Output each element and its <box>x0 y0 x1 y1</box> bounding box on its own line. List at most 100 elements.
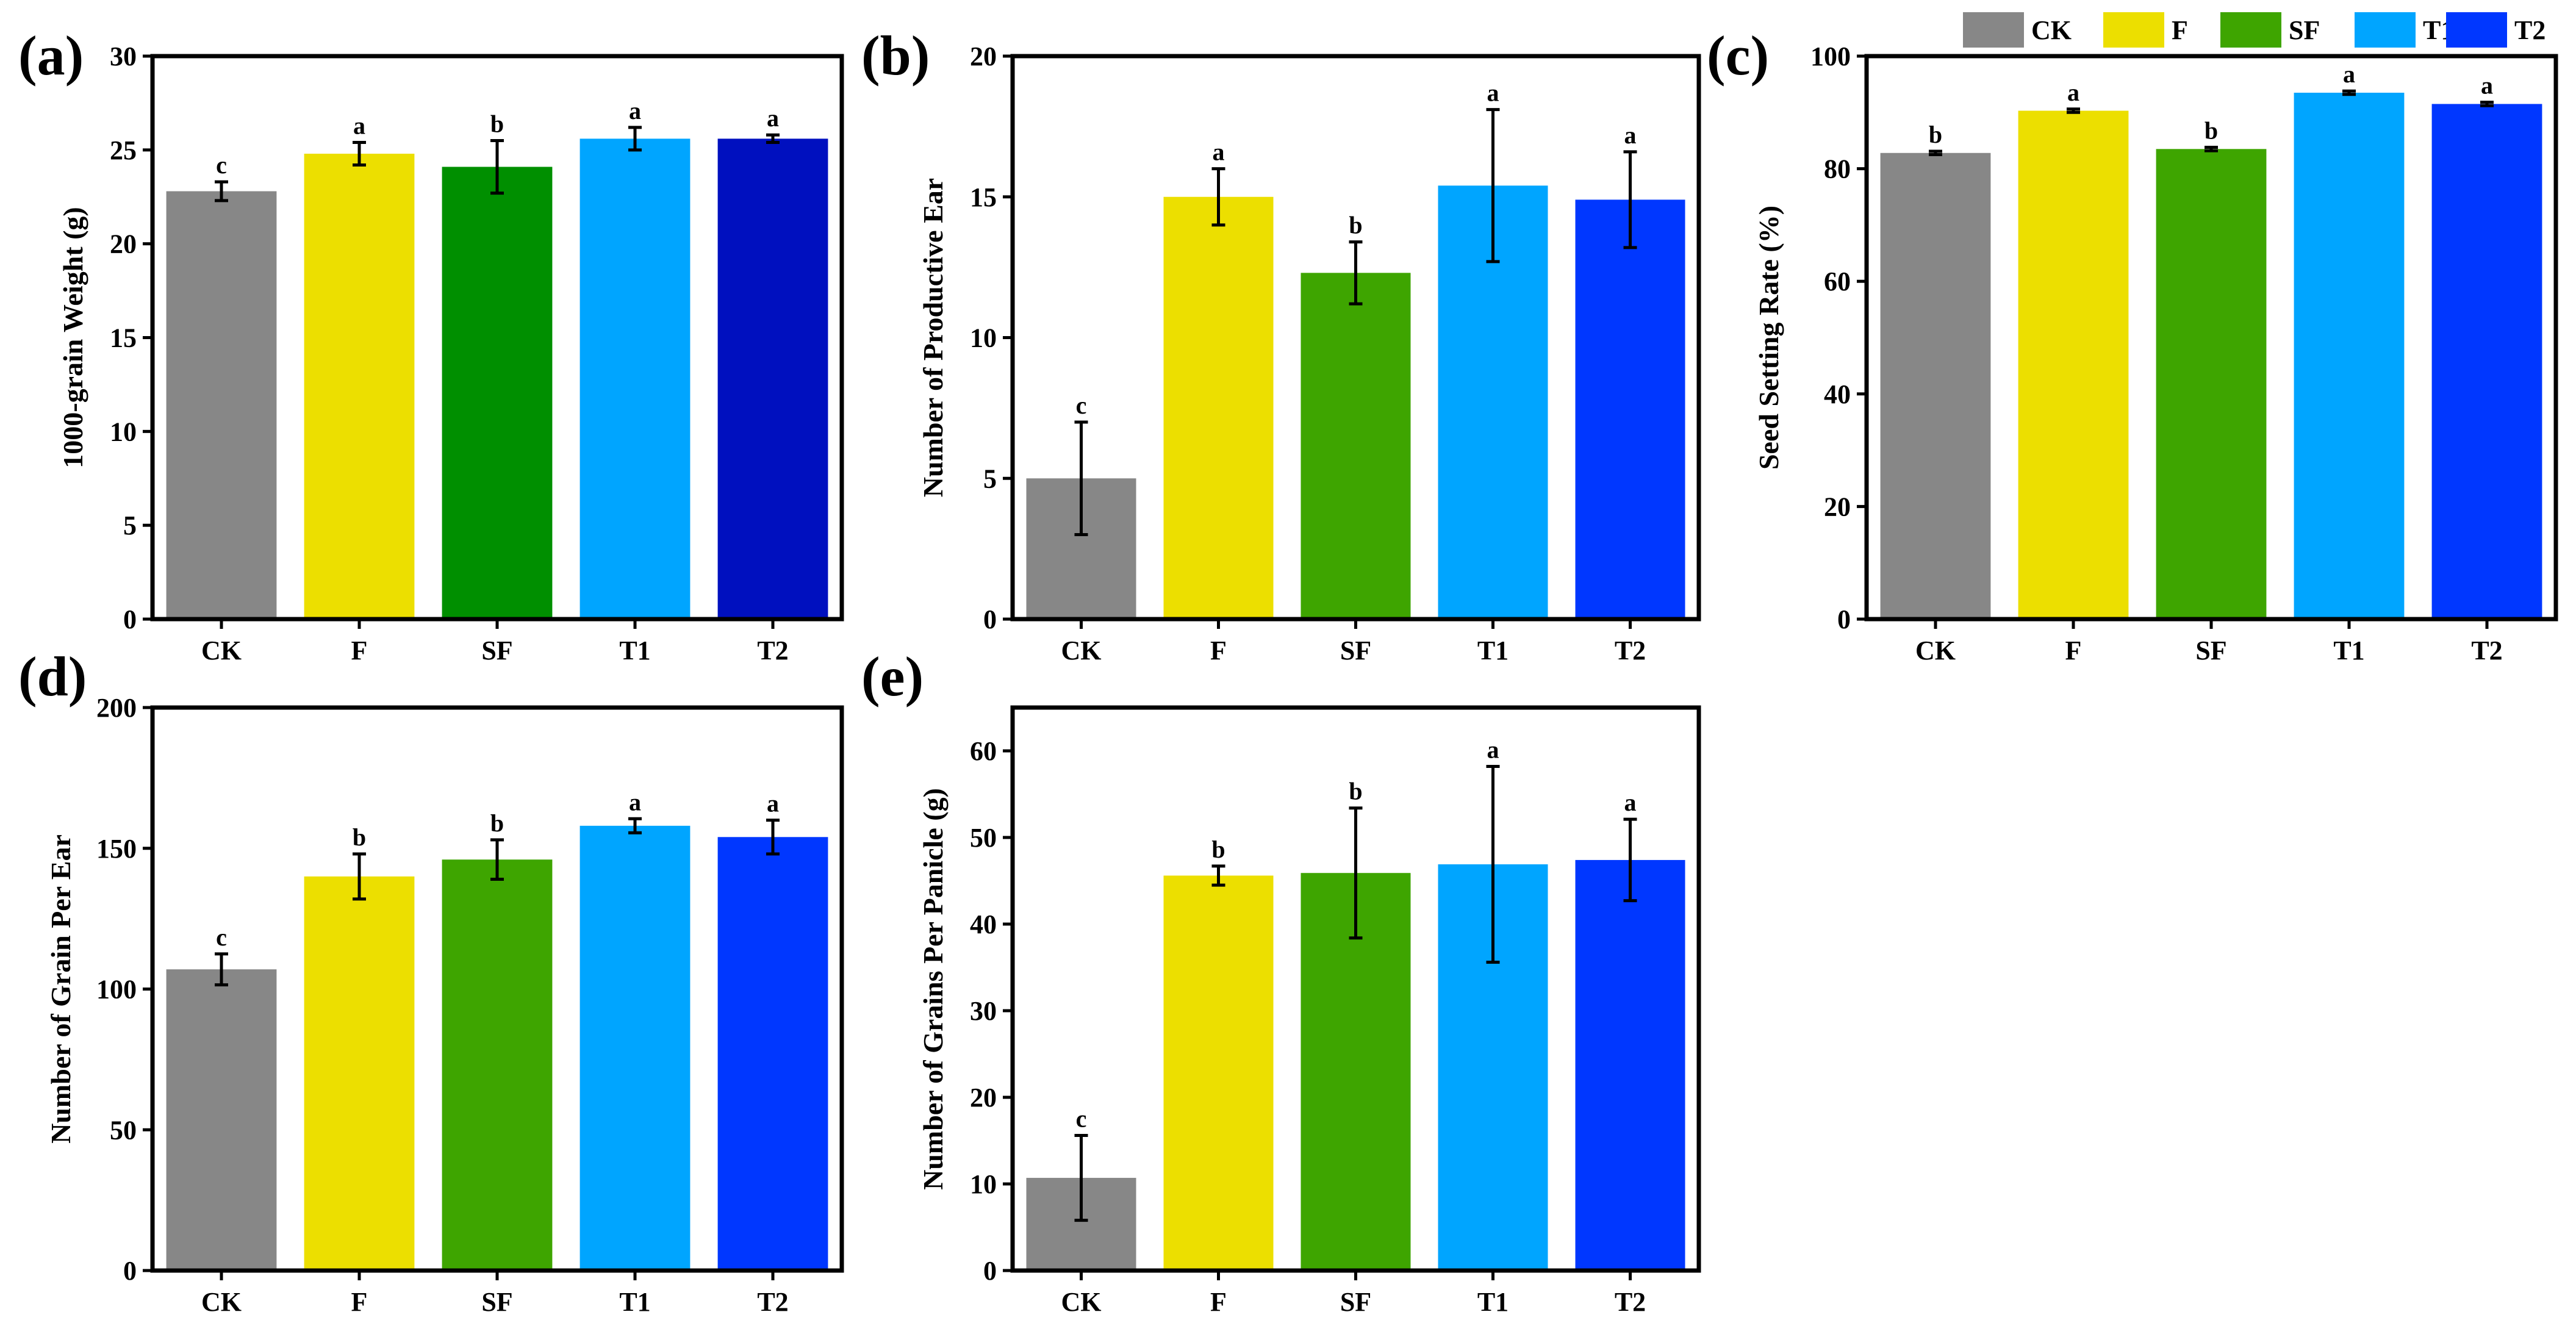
legend-swatch <box>2446 12 2507 48</box>
significance-label: c <box>1076 392 1087 419</box>
legend-label: CK <box>2031 15 2072 45</box>
y-axis-label: 1000-grain Weight (g) <box>57 207 88 468</box>
x-tick-label: F <box>2065 636 2082 665</box>
panel-label: (d) <box>18 645 87 708</box>
y-tick-label: 60 <box>1824 267 1851 296</box>
x-tick-label: CK <box>1915 636 1956 665</box>
bar <box>304 153 415 619</box>
y-tick-label: 30 <box>110 41 137 71</box>
legend-label: T2 <box>2514 15 2546 45</box>
panel-label: (c) <box>1707 24 1769 87</box>
y-tick-label: 10 <box>110 417 137 446</box>
x-tick-label: SF <box>1340 636 1371 665</box>
x-tick-label: SF <box>481 636 512 665</box>
y-tick-label: 30 <box>970 996 997 1026</box>
x-tick-label: T1 <box>1477 1287 1509 1317</box>
bar <box>2294 92 2405 619</box>
x-tick-label: CK <box>1061 636 1102 665</box>
significance-label: b <box>1349 212 1362 239</box>
x-tick-label: SF <box>1340 1287 1371 1317</box>
x-tick-label: T1 <box>2333 636 2364 665</box>
y-tick-label: 100 <box>96 975 137 1005</box>
significance-label: a <box>1213 138 1225 166</box>
legend-swatch <box>2220 12 2281 48</box>
significance-label: a <box>767 790 779 817</box>
y-tick-label: 15 <box>110 323 137 353</box>
bar <box>579 825 691 1271</box>
panel-label: (a) <box>18 24 84 87</box>
bar <box>1880 152 1991 620</box>
bar <box>166 969 277 1271</box>
significance-label: c <box>216 151 227 179</box>
bar <box>1575 859 1685 1271</box>
significance-label: a <box>2343 60 2355 88</box>
bar <box>304 876 415 1271</box>
bar <box>1301 273 1411 620</box>
significance-label: c <box>1076 1105 1087 1132</box>
x-tick-label: T1 <box>1477 636 1509 665</box>
y-tick-label: 20 <box>110 229 137 259</box>
y-axis-label: Number of Grains Per Panicle (g) <box>917 788 949 1190</box>
legend: CK F SF T1 T2 <box>1963 12 2546 48</box>
significance-label: b <box>490 809 504 837</box>
y-tick-label: 5 <box>983 464 997 493</box>
bar <box>166 191 277 619</box>
x-tick-label: F <box>351 636 368 665</box>
x-tick-label: T1 <box>619 1287 650 1317</box>
significance-label: a <box>2067 79 2079 106</box>
y-tick-label: 40 <box>1824 379 1851 409</box>
x-tick-label: F <box>1210 636 1227 665</box>
bar <box>2018 110 2129 619</box>
legend-label: SF <box>2289 15 2320 45</box>
y-tick-label: 10 <box>970 1169 997 1199</box>
y-tick-label: 200 <box>96 693 137 723</box>
significance-label: a <box>1624 121 1637 149</box>
x-tick-label: CK <box>201 636 242 665</box>
legend-swatch <box>2103 12 2164 48</box>
y-tick-label: 100 <box>1810 41 1851 71</box>
significance-label: a <box>1487 736 1499 764</box>
y-tick-label: 20 <box>970 1083 997 1113</box>
significance-label: b <box>1349 778 1362 805</box>
bar <box>442 167 553 620</box>
y-tick-label: 0 <box>983 604 997 634</box>
chart-panel: b a b a a 0 20 40 60 80 100 CK F SF T1 T2 Seed Setting R… <box>1707 24 2558 665</box>
significance-label: a <box>353 112 365 140</box>
y-tick-label: 5 <box>123 511 137 540</box>
significance-label: b <box>490 110 504 137</box>
significance-label: b <box>353 823 366 851</box>
y-tick-label: 50 <box>110 1115 137 1145</box>
x-tick-label: SF <box>481 1287 512 1317</box>
x-tick-label: T2 <box>1615 1287 1646 1317</box>
x-tick-label: F <box>351 1287 368 1317</box>
y-axis-label: Number of Productive Ear <box>917 178 949 497</box>
chart-panel: c a b a a 0 5 10 15 20 CK F SF T1 T2 Number of Producti… <box>861 24 1701 665</box>
bar <box>1575 199 1685 619</box>
significance-label: a <box>629 788 641 816</box>
significance-label: a <box>2481 72 2493 99</box>
x-tick-label: T2 <box>757 636 788 665</box>
bar <box>717 138 828 619</box>
bar <box>717 837 828 1271</box>
significance-label: a <box>1624 789 1637 816</box>
bar <box>2156 149 2267 620</box>
bar <box>1163 875 1274 1271</box>
significance-label: b <box>1929 121 1942 148</box>
bar <box>2431 104 2542 619</box>
chart-panel: c b b a a 0 50 100 150 200 CK F SF T1 T2 Number of Grai… <box>18 645 844 1317</box>
bar <box>579 138 691 619</box>
y-tick-label: 0 <box>123 1256 137 1286</box>
y-tick-label: 0 <box>1837 604 1851 634</box>
panel-label: (b) <box>861 24 930 87</box>
legend-swatch <box>2355 12 2416 48</box>
x-tick-label: T2 <box>757 1287 788 1317</box>
x-tick-label: CK <box>1061 1287 1102 1317</box>
chart-panel: c b b a a 0 10 20 30 40 50 60 CK F SF T1 T2 Number of Gra… <box>861 645 1701 1317</box>
panel-label: (e) <box>861 645 924 708</box>
x-tick-label: T1 <box>619 636 650 665</box>
significance-label: a <box>1487 79 1499 107</box>
bar <box>442 859 553 1271</box>
y-tick-label: 40 <box>970 909 997 939</box>
y-axis-label: Number of Grain Per Ear <box>45 834 76 1144</box>
